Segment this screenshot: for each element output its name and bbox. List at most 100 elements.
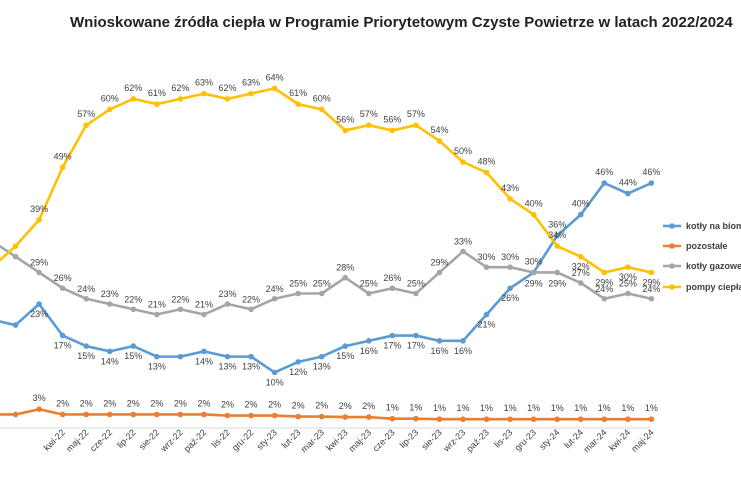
data-label: 46%	[642, 167, 660, 177]
series-line-3	[0, 87, 653, 274]
x-tick-label: lis-23	[492, 427, 514, 449]
x-tick-label: lip-22	[115, 427, 138, 450]
data-point	[366, 290, 372, 297]
data-point	[130, 96, 137, 102]
data-point	[436, 138, 443, 144]
data-label: 1%	[598, 403, 611, 413]
legend-swatch-marker	[669, 284, 675, 290]
data-point	[436, 416, 443, 423]
data-label: 15%	[124, 351, 142, 361]
data-point	[389, 127, 396, 134]
data-point	[342, 343, 349, 349]
data-point	[483, 416, 490, 423]
data-point	[295, 359, 301, 365]
x-tick-label: sty-24	[537, 427, 561, 451]
data-point	[413, 332, 419, 339]
data-point	[59, 411, 66, 418]
data-label: 25%	[313, 279, 331, 289]
data-label: 2%	[80, 398, 93, 408]
x-tick-label: sie-23	[419, 427, 443, 451]
data-point	[530, 211, 537, 218]
data-point	[36, 301, 42, 307]
data-point	[413, 122, 419, 128]
data-label: 24%	[595, 284, 613, 294]
data-label: 1%	[504, 403, 517, 413]
data-label: 49%	[54, 151, 72, 161]
data-label: 30%	[501, 252, 519, 262]
data-label: 61%	[148, 88, 166, 98]
data-label: 46%	[595, 167, 613, 177]
x-tick-label: kwi-22	[42, 427, 67, 452]
data-point	[271, 295, 278, 302]
data-label: 23%	[101, 289, 119, 299]
x-tick-label: paź-23	[464, 427, 491, 454]
data-point	[83, 122, 89, 128]
data-point	[483, 264, 490, 271]
data-point	[12, 253, 19, 260]
legend-label: kotły na biomasę	[686, 221, 741, 231]
data-point	[648, 269, 655, 276]
data-label: 60%	[313, 93, 331, 103]
data-point	[366, 338, 372, 344]
data-label: 30%	[525, 256, 543, 266]
data-label: 63%	[242, 78, 260, 88]
data-label: 23%	[218, 289, 236, 299]
data-point	[201, 348, 207, 355]
data-point	[554, 232, 560, 239]
data-label: 2%	[197, 398, 210, 408]
data-point	[154, 353, 160, 360]
x-tick-label: lis-22	[210, 427, 232, 449]
data-point	[201, 311, 207, 318]
data-point	[648, 295, 655, 302]
data-point	[154, 101, 160, 107]
data-point	[577, 416, 584, 423]
x-tick-label: mar-24	[581, 427, 608, 454]
data-point	[83, 411, 89, 418]
data-label: 14%	[101, 356, 119, 366]
data-point	[648, 416, 655, 423]
data-point	[83, 343, 89, 349]
data-label: 2%	[56, 398, 69, 408]
data-label: 23%	[30, 309, 48, 319]
data-label: 2%	[103, 398, 116, 408]
data-label: 22%	[171, 294, 189, 304]
data-point	[12, 322, 19, 328]
data-point	[248, 306, 254, 313]
data-point	[507, 196, 513, 202]
data-label: 27%	[572, 268, 590, 278]
data-label: 13%	[218, 362, 236, 372]
x-tick-label: kwi-23	[324, 427, 349, 452]
data-point	[366, 122, 372, 128]
data-label: 16%	[430, 346, 448, 356]
data-label: 14%	[195, 356, 213, 366]
data-label: 63%	[195, 78, 213, 88]
data-point	[577, 211, 584, 218]
data-label: 2%	[221, 400, 234, 410]
x-tick-label: sie-22	[137, 427, 161, 451]
x-tick-label: wrz-23	[441, 427, 468, 454]
data-point	[389, 332, 396, 339]
data-label: 29%	[595, 277, 613, 287]
data-label: 32%	[572, 262, 590, 272]
data-point	[224, 301, 231, 307]
x-tick-label: wrz-22	[158, 427, 185, 454]
data-point	[248, 90, 254, 97]
data-point	[530, 269, 537, 276]
data-point	[36, 269, 42, 276]
data-label: 50%	[454, 146, 472, 156]
data-label: 1%	[386, 403, 399, 413]
data-point	[12, 411, 19, 418]
data-point	[554, 243, 560, 249]
data-label: 2%	[362, 401, 375, 411]
data-label: 2%	[127, 398, 140, 408]
data-label: 64%	[266, 72, 284, 82]
data-point	[177, 96, 184, 102]
data-point	[248, 353, 254, 360]
data-label: 57%	[407, 109, 425, 119]
data-point	[601, 416, 608, 423]
data-label: 25%	[407, 279, 425, 289]
data-label: 1%	[574, 403, 587, 413]
x-tick-label: maj-24	[629, 427, 656, 454]
data-label: 26%	[383, 273, 401, 283]
